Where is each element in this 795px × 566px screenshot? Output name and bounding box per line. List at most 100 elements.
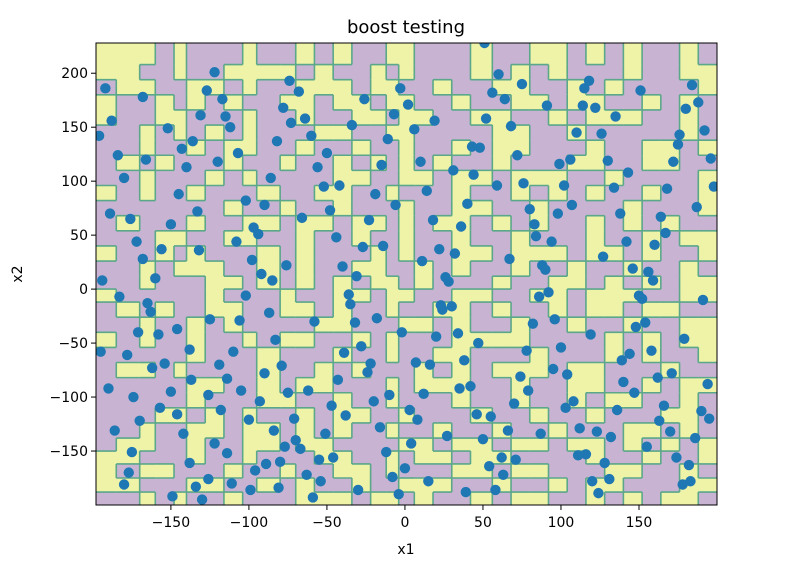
region-cell [155,140,175,156]
scatter-point [593,487,604,499]
scatter-point [627,263,638,274]
region-cell [642,185,662,201]
region-cell [604,317,624,333]
region-cell [223,276,244,290]
region-cell [433,392,453,409]
region-cell [370,492,387,505]
scatter-point [399,463,411,474]
region-cell [529,302,549,318]
region-cell [604,289,624,303]
region-cell [398,362,415,379]
region-cell [186,317,206,333]
region-cell [414,79,434,96]
region-cell [242,79,258,96]
scatter-point [652,372,663,383]
region-cell [314,170,334,186]
region-cell [585,392,606,409]
region-cell [567,302,587,318]
y-axis-ticks: −150 −100 −50 0 50 100 150 200 [50,66,96,460]
region-cell [223,438,244,452]
y-tick-label: 100 [61,174,88,190]
region-cell [174,261,187,277]
region-cell [174,43,187,65]
region-cell [529,245,549,262]
scatter-point [150,273,161,284]
region-cell [174,362,187,379]
region-cell [242,64,258,81]
scatter-point [683,459,695,471]
region-cell [295,43,315,65]
region-cell [314,289,334,303]
region-cell [116,261,141,277]
scatter-point [568,396,579,407]
region-cell [242,347,258,363]
region-cell [116,492,141,505]
scatter-point [608,182,620,193]
scatter-point [100,83,111,94]
region-cell [223,64,244,81]
scatter-point [327,452,339,463]
region-cell [116,125,141,141]
scatter-point [395,83,406,94]
region-cell [398,276,415,290]
region-cell [414,463,434,479]
region-cell [155,64,175,81]
scatter-point [679,333,690,344]
region-cell [679,317,699,333]
region-cell [186,170,206,186]
region-cell [205,215,225,232]
scatter-point [558,180,570,191]
region-cell [679,245,699,262]
region-cell [139,377,156,394]
y-tick-label: −150 [50,444,88,460]
region-cell [242,377,258,394]
scatter-point [496,452,507,463]
region-cell [386,276,400,290]
scatter-point [554,158,565,170]
region-cell [414,422,434,439]
region-cell [223,200,244,217]
region-cell [548,492,568,505]
region-cell [116,317,141,333]
region-cell [698,451,717,465]
scatter-point [508,398,520,409]
scatter-point [171,323,183,335]
scatter-point [145,306,156,317]
region-cell [351,451,372,465]
scatter-point [388,109,400,120]
scatter-point [410,357,422,368]
region-cell [548,109,568,126]
region-cell [451,79,471,96]
region-cell [604,64,624,81]
region-cell [96,362,117,379]
region-cell [604,362,624,379]
region-cell [280,170,297,186]
region-cell [529,200,549,217]
region-cell [333,392,353,409]
scatter-point [204,314,216,325]
region-cell [174,347,187,363]
scatter-point [610,111,621,122]
region-cell [642,463,662,479]
scatter-point [524,204,535,215]
scatter-point [246,254,258,266]
region-cell [585,438,606,452]
region-cell [451,422,471,439]
scatter-point [434,243,445,255]
region-cell [295,200,315,217]
region-cell [223,492,244,505]
region-cell [155,200,175,217]
region-cell [585,140,606,156]
region-cell [256,289,281,303]
region-cell [314,215,334,232]
region-cell [567,64,587,81]
region-cell [370,289,387,303]
region-cell [548,245,568,262]
region-cell [642,302,662,318]
region-cell [370,64,387,81]
region-cell [242,492,258,505]
region-cell [280,392,297,409]
region-cell [280,347,297,363]
scatter-point [340,410,351,421]
